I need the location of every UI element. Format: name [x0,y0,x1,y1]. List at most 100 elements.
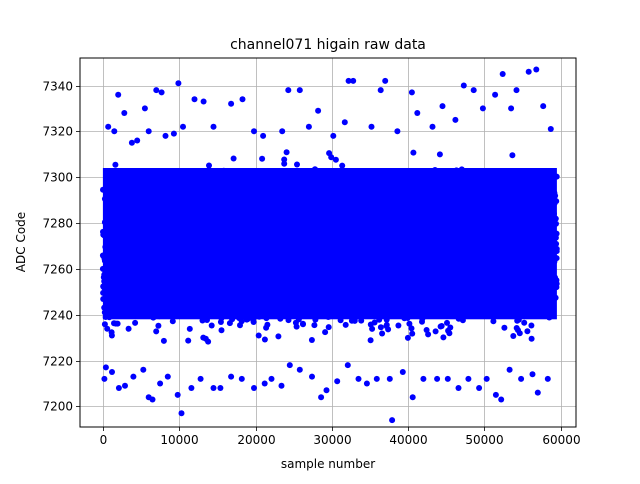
outlier-point [350,77,357,84]
data-point [411,273,418,280]
data-point [217,319,224,325]
x-tick-label: 40000 [389,433,427,447]
data-point [270,283,277,290]
data-point [281,156,288,163]
data-point [180,281,187,287]
data-point [155,254,162,261]
data-point [493,196,499,203]
data-point [257,297,264,304]
data-point [368,271,375,277]
data-point [458,166,465,173]
data-point [419,315,426,322]
data-point [364,310,371,317]
data-point [164,274,171,281]
data-point [390,305,397,312]
data-point [116,274,123,281]
data-point [264,259,271,265]
outlier-point [130,373,137,380]
data-point [219,288,226,294]
data-point [527,197,534,204]
data-point [540,284,546,291]
data-point [526,184,533,191]
outlier-point [341,119,348,126]
data-point [303,235,310,242]
data-point [174,260,181,267]
outlier-point [492,391,499,398]
outlier-point [228,100,235,107]
data-point [466,281,473,288]
data-point [157,269,164,276]
data-point [277,315,284,322]
data-point [142,280,149,287]
data-point [494,246,501,253]
data-point [207,307,214,314]
data-point [298,187,305,194]
data-point [213,291,220,298]
data-point [509,152,516,159]
outlier-point [544,375,551,382]
outlier-point [145,128,152,135]
outlier-point [115,385,122,391]
data-point [180,271,187,277]
data-point [199,259,206,266]
outlier-point [261,380,268,387]
data-point [271,275,278,282]
data-point [477,194,484,201]
data-point [200,249,207,256]
data-point [516,310,523,317]
data-point [127,215,134,222]
data-point [539,212,546,219]
data-point [499,265,506,272]
data-point [474,266,480,273]
data-point [514,294,521,300]
data-point [206,213,213,220]
data-point [425,277,432,284]
data-point [409,330,416,337]
data-point [238,279,244,286]
outlier-point [389,417,396,424]
data-point [457,259,464,265]
data-point [201,210,208,217]
data-point [128,278,135,285]
data-point [278,306,285,313]
y-axis-ticks: 7200 7220 7240 7260 7280 7300 7320 7340 [42,80,80,414]
data-point [143,187,150,194]
data-point [493,201,500,208]
data-point [238,236,245,243]
data-point [463,216,470,223]
data-point [250,319,257,325]
data-point [452,264,459,271]
outlier-point [434,375,441,382]
data-point [475,275,482,282]
data-point [432,245,439,252]
data-point [513,325,520,331]
data-point [322,329,329,336]
data-point [317,294,323,301]
data-point [404,246,411,253]
data-point [395,304,402,311]
data-point [351,297,357,304]
data-point [458,300,464,307]
data-point [521,319,528,326]
data-point [269,200,276,207]
data-point [146,281,153,288]
data-point [343,260,350,267]
data-point [123,244,130,251]
data-point [166,283,173,290]
data-point [194,199,201,206]
data-point [336,236,343,243]
data-point [336,208,343,215]
data-point [326,150,333,157]
data-point [309,305,316,312]
x-axis-label: sample number [281,457,375,471]
data-point [413,301,420,308]
data-point [462,199,468,206]
data-point [248,226,255,233]
data-point [316,244,323,251]
data-point [218,299,225,306]
data-point [104,300,111,306]
data-point [217,309,224,316]
data-point [192,227,199,234]
data-point [489,238,496,245]
data-point [343,178,350,185]
